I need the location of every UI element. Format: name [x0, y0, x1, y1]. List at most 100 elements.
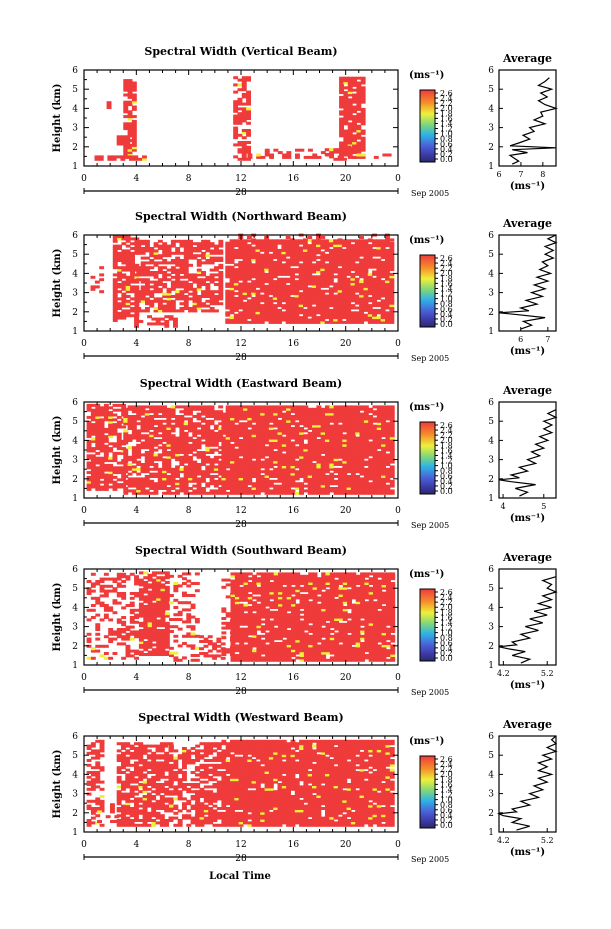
- heatmap-cell: [342, 479, 348, 483]
- heatmap-cell: [242, 301, 248, 305]
- heatmap-cell: [260, 424, 266, 428]
- heatmap-cell: [170, 419, 176, 423]
- heatmap-cell: [166, 251, 172, 255]
- heatmap-cell: [116, 442, 122, 446]
- heatmap-cell: [329, 482, 335, 486]
- heatmap-cell: [328, 318, 334, 322]
- heatmap-cell: [328, 239, 334, 243]
- heatmap-cell: [341, 275, 347, 279]
- heatmap-cell: [242, 320, 248, 324]
- heatmap-cell: [234, 427, 240, 430]
- heatmap-cell: [294, 415, 300, 418]
- heatmap-cell: [241, 109, 247, 113]
- heatmap-cell: [363, 419, 369, 423]
- heatmap-cell: [145, 266, 150, 270]
- heatmap-cell: [354, 318, 360, 322]
- average-profile-line: [498, 234, 558, 330]
- heatmap-cell: [307, 410, 313, 414]
- heatmap-cell: [380, 272, 386, 276]
- heatmap-cell: [343, 119, 349, 123]
- heatmap-cell: [157, 458, 163, 462]
- heatmap-cell: [320, 443, 326, 447]
- heatmap-cell: [86, 483, 92, 487]
- heatmap-cell: [368, 458, 374, 462]
- heatmap-cell: [183, 434, 189, 438]
- heatmap-cell: [343, 110, 349, 114]
- heatmap-cell: [218, 410, 224, 414]
- heatmap-cell: [273, 489, 279, 493]
- heatmap-cell: [343, 141, 349, 145]
- heatmap-cell: [251, 299, 257, 303]
- heatmap-cell: [201, 239, 206, 243]
- heatmap-cell: [241, 129, 247, 132]
- heatmap-cell: [95, 442, 101, 446]
- heatmap-cell: [179, 295, 185, 298]
- heatmap-cell: [218, 455, 224, 459]
- average-y-tick-label: 1: [488, 327, 494, 337]
- heatmap-cell: [316, 299, 321, 303]
- heatmap-cell: [140, 263, 146, 267]
- heatmap-cell: [221, 489, 227, 493]
- heatmap-cell: [196, 465, 202, 469]
- heatmap-cell: [136, 295, 142, 298]
- average-unit-label: (ms⁻¹): [510, 513, 545, 524]
- heatmap-cell: [360, 122, 366, 126]
- heatmap-cell: [363, 287, 369, 291]
- heatmap-cell: [312, 451, 317, 454]
- heatmap-cell: [251, 296, 257, 300]
- heatmap-cell: [346, 405, 352, 409]
- heatmap-cell: [328, 253, 334, 257]
- heatmap-cell: [294, 451, 300, 454]
- heatmap-cell: [342, 145, 347, 149]
- heatmap-cell: [233, 296, 239, 300]
- heatmap-cell: [316, 294, 321, 298]
- heatmap-cell: [157, 407, 163, 411]
- heatmap-cell: [162, 410, 167, 414]
- heatmap-cell: [112, 259, 118, 262]
- heatmap-cell: [356, 105, 362, 109]
- heatmap-cell: [259, 272, 265, 276]
- heatmap-cell: [324, 275, 330, 279]
- heatmap-cell: [162, 259, 168, 262]
- heatmap-cell: [260, 419, 266, 423]
- heatmap-cell: [303, 248, 308, 252]
- heatmap-cell: [179, 242, 185, 246]
- heatmap-cell: [320, 260, 326, 264]
- heatmap-cell: [347, 129, 353, 133]
- heatmap-cell: [333, 248, 339, 252]
- heatmap-cell: [144, 410, 150, 414]
- heatmap-cell: [299, 453, 304, 457]
- heatmap-cell: [251, 448, 257, 452]
- heatmap-cell: [166, 261, 172, 265]
- heatmap-cell: [277, 263, 282, 267]
- heatmap-cell: [285, 284, 291, 288]
- heatmap-cell: [136, 273, 142, 277]
- heatmap-cell: [368, 407, 374, 411]
- heatmap-cell: [264, 238, 270, 242]
- heatmap-cell: [347, 107, 353, 111]
- heatmap-cell: [385, 491, 391, 495]
- heatmap-cell: [372, 448, 378, 452]
- heatmap-cell: [311, 311, 317, 315]
- heatmap-cell: [337, 448, 343, 452]
- heatmap-cell: [234, 451, 240, 454]
- heatmap-cell: [246, 102, 251, 106]
- heatmap-cell: [346, 306, 352, 310]
- heatmap-cell: [320, 251, 326, 255]
- average-profile-line: [498, 409, 558, 497]
- heatmap-cell: [238, 265, 244, 269]
- heatmap-cell: [157, 429, 163, 433]
- heatmap-cell: [385, 424, 391, 428]
- heatmap-cell: [380, 270, 386, 274]
- heatmap-cell: [130, 242, 135, 246]
- heatmap-cell: [170, 412, 176, 416]
- heatmap-cell: [255, 417, 261, 421]
- heatmap-cell: [225, 446, 231, 450]
- average-y-tick-label: 3: [488, 456, 494, 466]
- heatmap-cell: [99, 475, 105, 479]
- heatmap-cell: [255, 407, 261, 411]
- heatmap-cell: [192, 297, 198, 301]
- heatmap-cell: [230, 405, 235, 409]
- heatmap-cell: [337, 470, 343, 474]
- heatmap-cell: [333, 284, 339, 288]
